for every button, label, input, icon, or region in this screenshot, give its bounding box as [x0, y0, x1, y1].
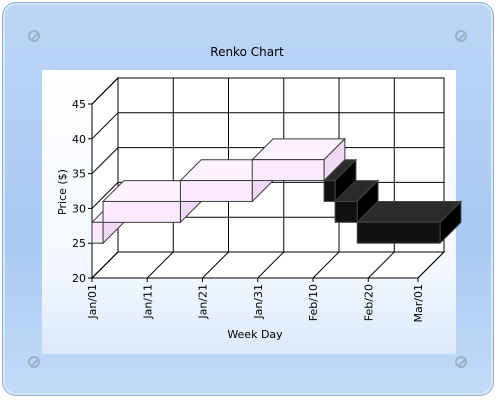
brick-front-face	[334, 200, 358, 223]
chart-title: Renko Chart	[210, 45, 284, 59]
y-tick-label: 25	[72, 237, 86, 250]
gridline-floor	[417, 251, 445, 279]
screw-bottom-right-icon	[455, 356, 467, 368]
left-wall	[91, 76, 119, 280]
gridline-left-wall	[91, 77, 119, 105]
x-tick-label: Jan/01	[86, 284, 99, 320]
gridline-floor	[312, 251, 340, 279]
x-tick-label: Feb/10	[307, 284, 320, 321]
gridline-floor	[202, 251, 229, 279]
brick-front-face	[251, 159, 325, 182]
y-tick-label: 40	[72, 133, 86, 146]
gridline-left-wall	[91, 112, 119, 140]
gridline-floor	[91, 251, 119, 279]
renko-brick-down	[356, 200, 463, 245]
gridline-left-wall	[91, 182, 119, 209]
y-tick-label: 30	[72, 202, 86, 215]
renko-brick-down	[322, 158, 358, 203]
brick-front-face	[356, 221, 441, 244]
screw-top-right-icon	[455, 30, 467, 42]
x-tick-label: Feb/20	[362, 284, 375, 321]
y-tick-label: 20	[72, 272, 86, 285]
brick-front-face	[91, 221, 104, 244]
brick-front-face	[179, 180, 253, 202]
floor	[90, 251, 446, 279]
brick-front-face	[323, 180, 336, 202]
y-axis-ticks: 20 25 30 35 40 45	[72, 98, 86, 285]
brick-front-face	[102, 200, 181, 223]
renko-brick-up	[101, 179, 203, 224]
gridline-left-wall	[91, 147, 119, 174]
y-tick-label: 45	[72, 98, 86, 111]
screw-bottom-left-icon	[28, 356, 40, 368]
x-tick-label: Jan/31	[252, 284, 265, 320]
x-tick-label: Jan/21	[197, 284, 210, 320]
gridline-floor	[257, 251, 285, 279]
x-tick-label: Mar/01	[412, 284, 425, 322]
y-tick-label: 35	[72, 168, 86, 181]
x-tick-label: Jan/11	[141, 284, 154, 320]
gridline-floor	[146, 251, 174, 279]
gridline-floor	[367, 251, 395, 279]
y-axis-label: Price ($)	[56, 169, 69, 215]
renko-brick-down	[333, 179, 380, 224]
screw-top-left-icon	[28, 30, 40, 42]
x-axis-ticks: Jan/01 Jan/11 Jan/21 Jan/31 Feb/10 Feb/20 Mar/…	[86, 284, 425, 322]
x-axis-label: Week Day	[227, 328, 283, 341]
renko-bricks	[90, 137, 463, 245]
